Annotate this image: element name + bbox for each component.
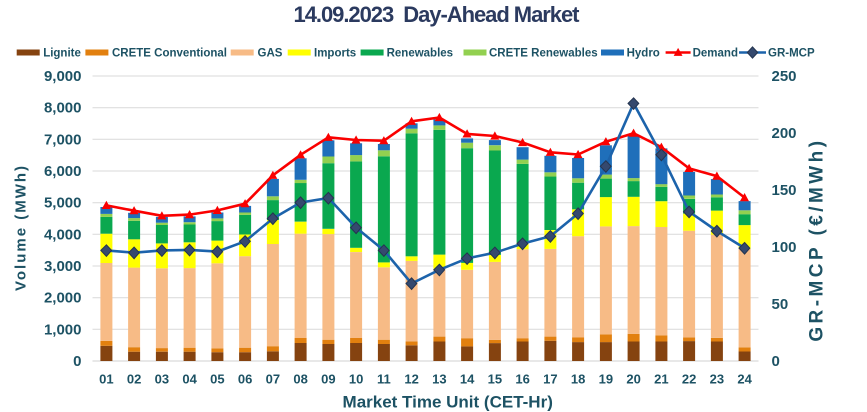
svg-text:15: 15	[488, 372, 502, 387]
svg-text:1,000: 1,000	[44, 321, 82, 338]
svg-text:0: 0	[772, 353, 780, 370]
svg-text:06: 06	[238, 372, 252, 387]
svg-text:8,000: 8,000	[44, 100, 82, 117]
svg-text:5,000: 5,000	[44, 195, 82, 212]
svg-text:22: 22	[682, 372, 696, 387]
svg-text:200: 200	[772, 125, 797, 142]
svg-text:100: 100	[772, 239, 797, 256]
svg-text:09: 09	[321, 372, 335, 387]
svg-text:Volume (MWh): Volume (MWh)	[13, 164, 30, 291]
svg-text:GR-MCP (€/MWh): GR-MCP (€/MWh)	[807, 138, 828, 342]
svg-text:19: 19	[599, 372, 613, 387]
svg-text:05: 05	[210, 372, 224, 387]
svg-text:Renewables: Renewables	[387, 48, 453, 60]
svg-text:6,000: 6,000	[44, 163, 82, 180]
svg-text:21: 21	[654, 372, 668, 387]
svg-text:23: 23	[710, 372, 724, 387]
svg-text:0: 0	[73, 353, 81, 370]
svg-text:50: 50	[772, 296, 789, 313]
svg-text:03: 03	[155, 372, 169, 387]
svg-text:CRETE Renewables: CRETE Renewables	[489, 48, 598, 60]
svg-text:Demand: Demand	[693, 48, 738, 60]
svg-text:16: 16	[515, 372, 529, 387]
svg-text:7,000: 7,000	[44, 131, 82, 148]
svg-text:Hydro: Hydro	[627, 48, 660, 60]
svg-text:250: 250	[772, 68, 797, 85]
svg-text:9,000: 9,000	[44, 68, 82, 85]
svg-text:20: 20	[626, 372, 640, 387]
svg-text:Imports: Imports	[314, 48, 356, 60]
svg-text:24: 24	[737, 372, 752, 387]
svg-text:2,000: 2,000	[44, 290, 82, 307]
svg-text:150: 150	[772, 182, 797, 199]
svg-text:GAS: GAS	[258, 48, 283, 60]
svg-text:08: 08	[293, 372, 307, 387]
svg-text:CRETE Conventional: CRETE Conventional	[112, 48, 227, 60]
svg-text:04: 04	[182, 372, 197, 387]
svg-text:10: 10	[349, 372, 363, 387]
svg-text:17: 17	[543, 372, 557, 387]
svg-text:07: 07	[266, 372, 280, 387]
svg-text:GR-MCP: GR-MCP	[768, 48, 815, 60]
svg-text:13: 13	[432, 372, 446, 387]
svg-text:4,000: 4,000	[44, 226, 82, 243]
svg-text:12: 12	[404, 372, 418, 387]
svg-text:Market Time Unit (CET-Hr): Market Time Unit (CET-Hr)	[343, 392, 553, 411]
svg-text:3,000: 3,000	[44, 258, 82, 275]
svg-text:14: 14	[460, 372, 475, 387]
svg-text:Lignite: Lignite	[43, 48, 81, 60]
svg-text:11: 11	[377, 372, 391, 387]
svg-text:02: 02	[127, 372, 141, 387]
svg-text:18: 18	[571, 372, 585, 387]
svg-text:01: 01	[99, 372, 113, 387]
svg-text:14.09.2023 Day-Ahead Market: 14.09.2023 Day-Ahead Market	[294, 2, 581, 27]
